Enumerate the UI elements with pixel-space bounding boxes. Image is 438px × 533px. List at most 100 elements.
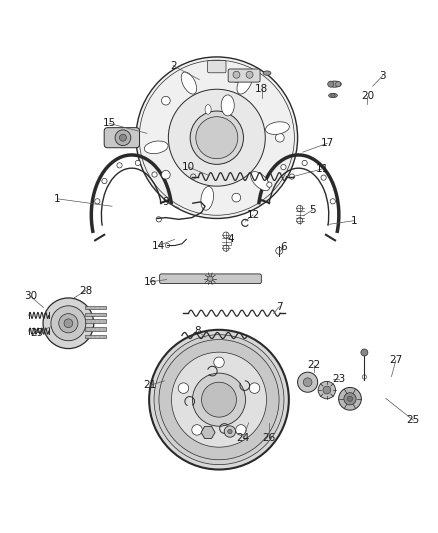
Circle shape	[120, 134, 127, 141]
Circle shape	[152, 172, 157, 177]
Circle shape	[347, 396, 353, 401]
Circle shape	[172, 352, 266, 447]
FancyBboxPatch shape	[85, 335, 106, 338]
Ellipse shape	[181, 72, 197, 94]
Text: 23: 23	[332, 374, 346, 384]
Circle shape	[232, 74, 240, 82]
Circle shape	[323, 386, 331, 394]
Circle shape	[344, 393, 356, 405]
Circle shape	[201, 382, 237, 417]
Ellipse shape	[205, 104, 211, 114]
Text: 3: 3	[379, 71, 386, 80]
Circle shape	[339, 387, 361, 410]
Circle shape	[102, 179, 107, 184]
Circle shape	[43, 298, 94, 349]
FancyBboxPatch shape	[85, 313, 106, 316]
Circle shape	[115, 130, 131, 146]
Text: 12: 12	[247, 210, 260, 220]
Circle shape	[331, 93, 335, 98]
Text: 5: 5	[310, 205, 316, 215]
Text: 20: 20	[361, 91, 374, 101]
Circle shape	[267, 182, 272, 187]
FancyBboxPatch shape	[228, 69, 260, 82]
Circle shape	[149, 330, 289, 470]
FancyBboxPatch shape	[85, 327, 106, 330]
Circle shape	[249, 383, 260, 393]
Text: 4: 4	[228, 235, 234, 245]
FancyBboxPatch shape	[208, 61, 226, 73]
Text: 11: 11	[316, 164, 329, 174]
Circle shape	[236, 425, 246, 435]
Text: 26: 26	[263, 433, 276, 442]
Ellipse shape	[328, 81, 341, 87]
Circle shape	[196, 117, 238, 159]
Circle shape	[281, 165, 286, 169]
Circle shape	[159, 340, 279, 460]
Text: 25: 25	[406, 415, 420, 425]
Circle shape	[330, 199, 336, 204]
Circle shape	[328, 81, 334, 87]
Text: 2: 2	[170, 61, 177, 71]
Text: 28: 28	[79, 286, 92, 295]
Circle shape	[246, 71, 253, 78]
Circle shape	[162, 96, 170, 105]
Circle shape	[178, 383, 189, 393]
Text: 30: 30	[24, 291, 37, 301]
Text: 16: 16	[143, 277, 157, 287]
Ellipse shape	[201, 187, 214, 210]
Text: 15: 15	[102, 118, 116, 128]
FancyBboxPatch shape	[104, 128, 140, 148]
Circle shape	[232, 193, 240, 202]
Circle shape	[303, 378, 312, 386]
Circle shape	[233, 71, 240, 78]
Circle shape	[51, 306, 86, 341]
FancyBboxPatch shape	[85, 306, 106, 309]
Text: 1: 1	[351, 216, 358, 225]
Text: 24: 24	[237, 433, 250, 442]
Ellipse shape	[221, 95, 234, 116]
Circle shape	[361, 349, 368, 356]
Ellipse shape	[265, 122, 290, 134]
Circle shape	[154, 335, 284, 465]
Circle shape	[95, 199, 100, 204]
FancyBboxPatch shape	[159, 274, 261, 284]
Circle shape	[228, 430, 232, 434]
Circle shape	[297, 372, 318, 392]
Circle shape	[135, 160, 141, 166]
Circle shape	[208, 276, 213, 281]
Text: 22: 22	[307, 360, 321, 370]
Ellipse shape	[328, 93, 337, 98]
Circle shape	[302, 160, 307, 166]
Text: 21: 21	[143, 380, 157, 390]
Text: 8: 8	[195, 326, 201, 336]
Circle shape	[321, 175, 326, 180]
Text: 29: 29	[30, 328, 43, 338]
Text: 9: 9	[162, 197, 169, 207]
Circle shape	[136, 57, 297, 219]
Circle shape	[336, 82, 341, 87]
Circle shape	[224, 426, 236, 437]
Text: 14: 14	[152, 240, 166, 251]
Circle shape	[64, 319, 73, 328]
Circle shape	[318, 381, 336, 399]
Circle shape	[117, 163, 122, 168]
Ellipse shape	[237, 72, 252, 94]
Text: 1: 1	[54, 194, 61, 204]
Circle shape	[276, 133, 284, 142]
Circle shape	[162, 171, 170, 179]
Circle shape	[59, 313, 78, 333]
Text: 6: 6	[280, 242, 287, 252]
Circle shape	[192, 425, 202, 435]
Circle shape	[190, 111, 244, 164]
Text: 17: 17	[321, 139, 334, 148]
Ellipse shape	[144, 141, 168, 154]
Circle shape	[214, 357, 224, 368]
Text: 10: 10	[182, 162, 195, 172]
Circle shape	[168, 89, 265, 186]
Text: 18: 18	[255, 84, 268, 94]
Text: 27: 27	[389, 356, 403, 365]
FancyBboxPatch shape	[85, 319, 106, 323]
Ellipse shape	[251, 172, 270, 191]
Ellipse shape	[263, 71, 271, 75]
Text: 7: 7	[276, 302, 283, 312]
